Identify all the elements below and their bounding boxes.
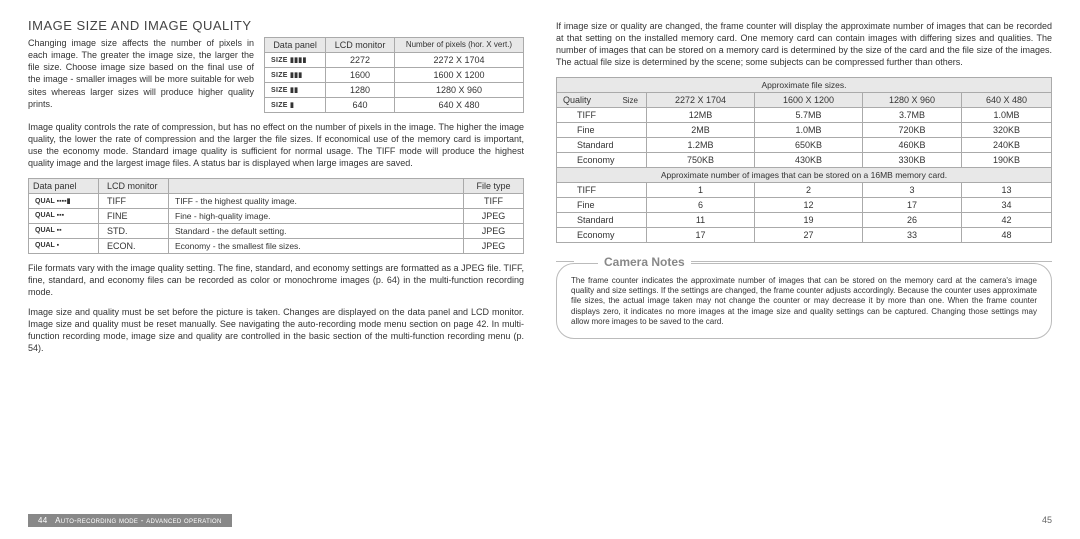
approx-filesize-table: Approximate file sizes. Quality Size 227…	[556, 77, 1052, 243]
framecounter-paragraph: If image size or quality are changed, th…	[556, 20, 1052, 69]
quality-table: Data panel LCD monitor File type QUAL ▪▪…	[28, 178, 524, 254]
quality-label: Quality	[563, 95, 591, 105]
col-pixels: Number of pixels (hor. X vert.)	[394, 38, 523, 53]
fileformat-paragraph: File formats vary with the image quality…	[28, 262, 524, 298]
size-panel: SIZE ▮▮▮	[265, 68, 326, 83]
settings-paragraph: Image size and quality must be set befor…	[28, 306, 524, 355]
size-panel: SIZE ▮▮	[265, 83, 326, 98]
size-panel: SIZE ▮	[265, 98, 326, 113]
size-panel: SIZE ▮▮▮▮	[265, 53, 326, 68]
image-size-table: Data panel LCD monitor Number of pixels …	[264, 37, 524, 113]
size-label: Size	[622, 96, 642, 105]
col-data-panel: Data panel	[265, 38, 326, 53]
camera-notes-body: The frame counter indicates the approxim…	[556, 263, 1052, 339]
footer-left: 44 Auto-recording mode - advanced operat…	[28, 514, 232, 527]
intro-paragraph: Changing image size affects the number o…	[28, 37, 254, 110]
section-title: IMAGE SIZE AND IMAGE QUALITY	[28, 18, 524, 33]
col-lcd: LCD monitor	[326, 38, 395, 53]
camera-notes-title: Camera Notes	[598, 255, 691, 269]
left-page: IMAGE SIZE AND IMAGE QUALITY Changing im…	[28, 18, 524, 363]
footer-right-page: 45	[1042, 514, 1052, 527]
quality-paragraph: Image quality controls the rate of compr…	[28, 121, 524, 170]
right-page: If image size or quality are changed, th…	[556, 18, 1052, 363]
camera-notes-box: Camera Notes The frame counter indicates…	[556, 255, 1052, 339]
